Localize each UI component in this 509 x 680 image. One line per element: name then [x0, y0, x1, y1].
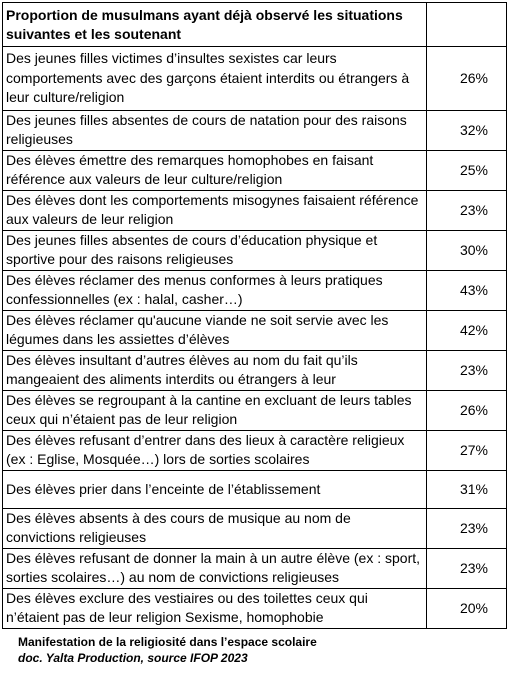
row-value: 31% — [426, 469, 507, 509]
table-row: Des élèves prier dans l’enceinte de l’ét… — [2, 469, 507, 509]
row-value: 27% — [426, 429, 507, 471]
header-empty-cell — [426, 2, 507, 47]
table-title: Proportion de musulmans ayant déjà obser… — [2, 2, 427, 47]
row-label: Des élèves prier dans l’enceinte de l’ét… — [2, 469, 427, 509]
row-value: 26% — [426, 389, 507, 431]
table-row: Des élèves réclamer des menus conformes … — [2, 269, 507, 311]
table-body: Des jeunes filles victimes d’insultes se… — [2, 46, 507, 629]
survey-table: Proportion de musulmans ayant déjà obser… — [2, 2, 507, 629]
row-value: 23% — [426, 507, 507, 549]
table-row: Des jeunes filles victimes d’insultes se… — [2, 46, 507, 111]
table-row: Des élèves dont les comportements misogy… — [2, 189, 507, 231]
row-label: Des jeunes filles victimes d’insultes se… — [2, 46, 427, 111]
row-value: 20% — [426, 587, 507, 629]
row-label: Des élèves refusant d’entrer dans des li… — [2, 429, 427, 471]
row-value: 43% — [426, 269, 507, 311]
row-label: Des jeunes filles absentes de cours d’éd… — [2, 229, 427, 271]
row-label: Des élèves réclamer qu'aucune viande ne … — [2, 309, 427, 351]
table-row: Des jeunes filles absentes de cours d’éd… — [2, 229, 507, 271]
row-value: 25% — [426, 149, 507, 191]
figure-caption: Manifestation de la religiosité dans l’e… — [18, 634, 498, 666]
row-value: 23% — [426, 349, 507, 391]
row-value: 30% — [426, 229, 507, 271]
table-row: Des élèves absents à des cours de musiqu… — [2, 507, 507, 549]
row-label: Des élèves exclure des vestiaires ou des… — [2, 587, 427, 629]
table-row: Des élèves exclure des vestiaires ou des… — [2, 587, 507, 629]
caption-title: Manifestation de la religiosité dans l’e… — [18, 635, 317, 649]
row-value: 26% — [426, 46, 507, 111]
header-row: Proportion de musulmans ayant déjà obser… — [2, 2, 507, 47]
row-label: Des élèves se regroupant à la cantine en… — [2, 389, 427, 431]
row-value: 42% — [426, 309, 507, 351]
row-label: Des élèves absents à des cours de musiqu… — [2, 507, 427, 549]
table-row: Des élèves refusant de donner la main à … — [2, 547, 507, 589]
row-label: Des élèves refusant de donner la main à … — [2, 547, 427, 589]
row-label: Des élèves dont les comportements misogy… — [2, 189, 427, 231]
table-row: Des élèves refusant d’entrer dans des li… — [2, 429, 507, 471]
row-label: Des élèves réclamer des menus conformes … — [2, 269, 427, 311]
table-row: Des élèves insultant d’autres élèves au … — [2, 349, 507, 391]
table-row: Des élèves émettre des remarques homopho… — [2, 149, 507, 191]
row-label: Des jeunes filles absentes de cours de n… — [2, 110, 427, 151]
row-label: Des élèves insultant d’autres élèves au … — [2, 349, 427, 391]
row-label: Des élèves émettre des remarques homopho… — [2, 149, 427, 191]
table-row: Des élèves réclamer qu'aucune viande ne … — [2, 309, 507, 351]
table-row: Des jeunes filles absentes de cours de n… — [2, 110, 507, 151]
row-value: 32% — [426, 110, 507, 151]
row-value: 23% — [426, 547, 507, 589]
caption-source: doc. Yalta Production, source IFOP 2023 — [18, 651, 248, 665]
row-value: 23% — [426, 189, 507, 231]
table-row: Des élèves se regroupant à la cantine en… — [2, 389, 507, 431]
